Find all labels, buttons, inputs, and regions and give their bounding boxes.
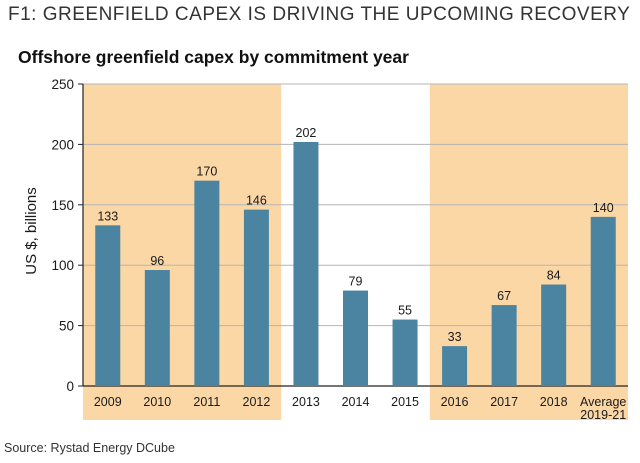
bar (491, 305, 517, 386)
data-label: 67 (497, 289, 511, 303)
y-tick-label: 100 (51, 258, 74, 273)
y-tick-label: 150 (51, 198, 74, 213)
data-label: 146 (246, 194, 267, 208)
data-label: 133 (97, 209, 118, 223)
bar (590, 216, 616, 386)
y-tick-label: 200 (51, 137, 74, 152)
figure-label: F1: GREENFIELD CAPEX IS DRIVING THE UPCO… (8, 4, 631, 25)
y-tick-label: 50 (59, 319, 74, 334)
bar (95, 225, 121, 386)
x-tick-label: 2009 (94, 395, 122, 409)
bar (293, 141, 319, 386)
x-tick-label: 2016 (441, 395, 469, 409)
bar (194, 180, 220, 386)
bar (442, 346, 468, 386)
x-tick-label: 2011 (193, 395, 220, 409)
x-tick-label: 2015 (391, 395, 419, 409)
x-tick-label: 2018 (540, 395, 568, 409)
x-tick-label: 2010 (143, 395, 171, 409)
data-label: 55 (398, 304, 412, 318)
data-label: 170 (196, 165, 217, 179)
data-label: 96 (150, 254, 164, 268)
x-tick-label: Average 2019-21 (580, 395, 626, 422)
y-tick-label: 250 (51, 77, 74, 92)
data-label: 33 (448, 330, 462, 344)
x-tick-label: 2014 (342, 395, 370, 409)
data-label: 202 (296, 126, 317, 140)
x-tick-label: 2017 (490, 395, 518, 409)
data-label: 84 (547, 269, 561, 283)
x-tick-label: 2013 (292, 395, 320, 409)
bar (392, 319, 418, 386)
x-tick-label: 2012 (243, 395, 271, 409)
source-note: Source: Rystad Energy DCube (4, 441, 175, 455)
chart-title: Offshore greenfield capex by commitment … (18, 47, 409, 67)
bar (343, 290, 368, 386)
bar (541, 284, 567, 386)
data-label: 140 (593, 201, 614, 215)
bar (243, 209, 269, 386)
y-axis-label: US $, billions (23, 187, 40, 275)
data-label: 79 (349, 275, 363, 289)
bar (144, 270, 170, 386)
y-tick-label: 0 (66, 379, 74, 394)
